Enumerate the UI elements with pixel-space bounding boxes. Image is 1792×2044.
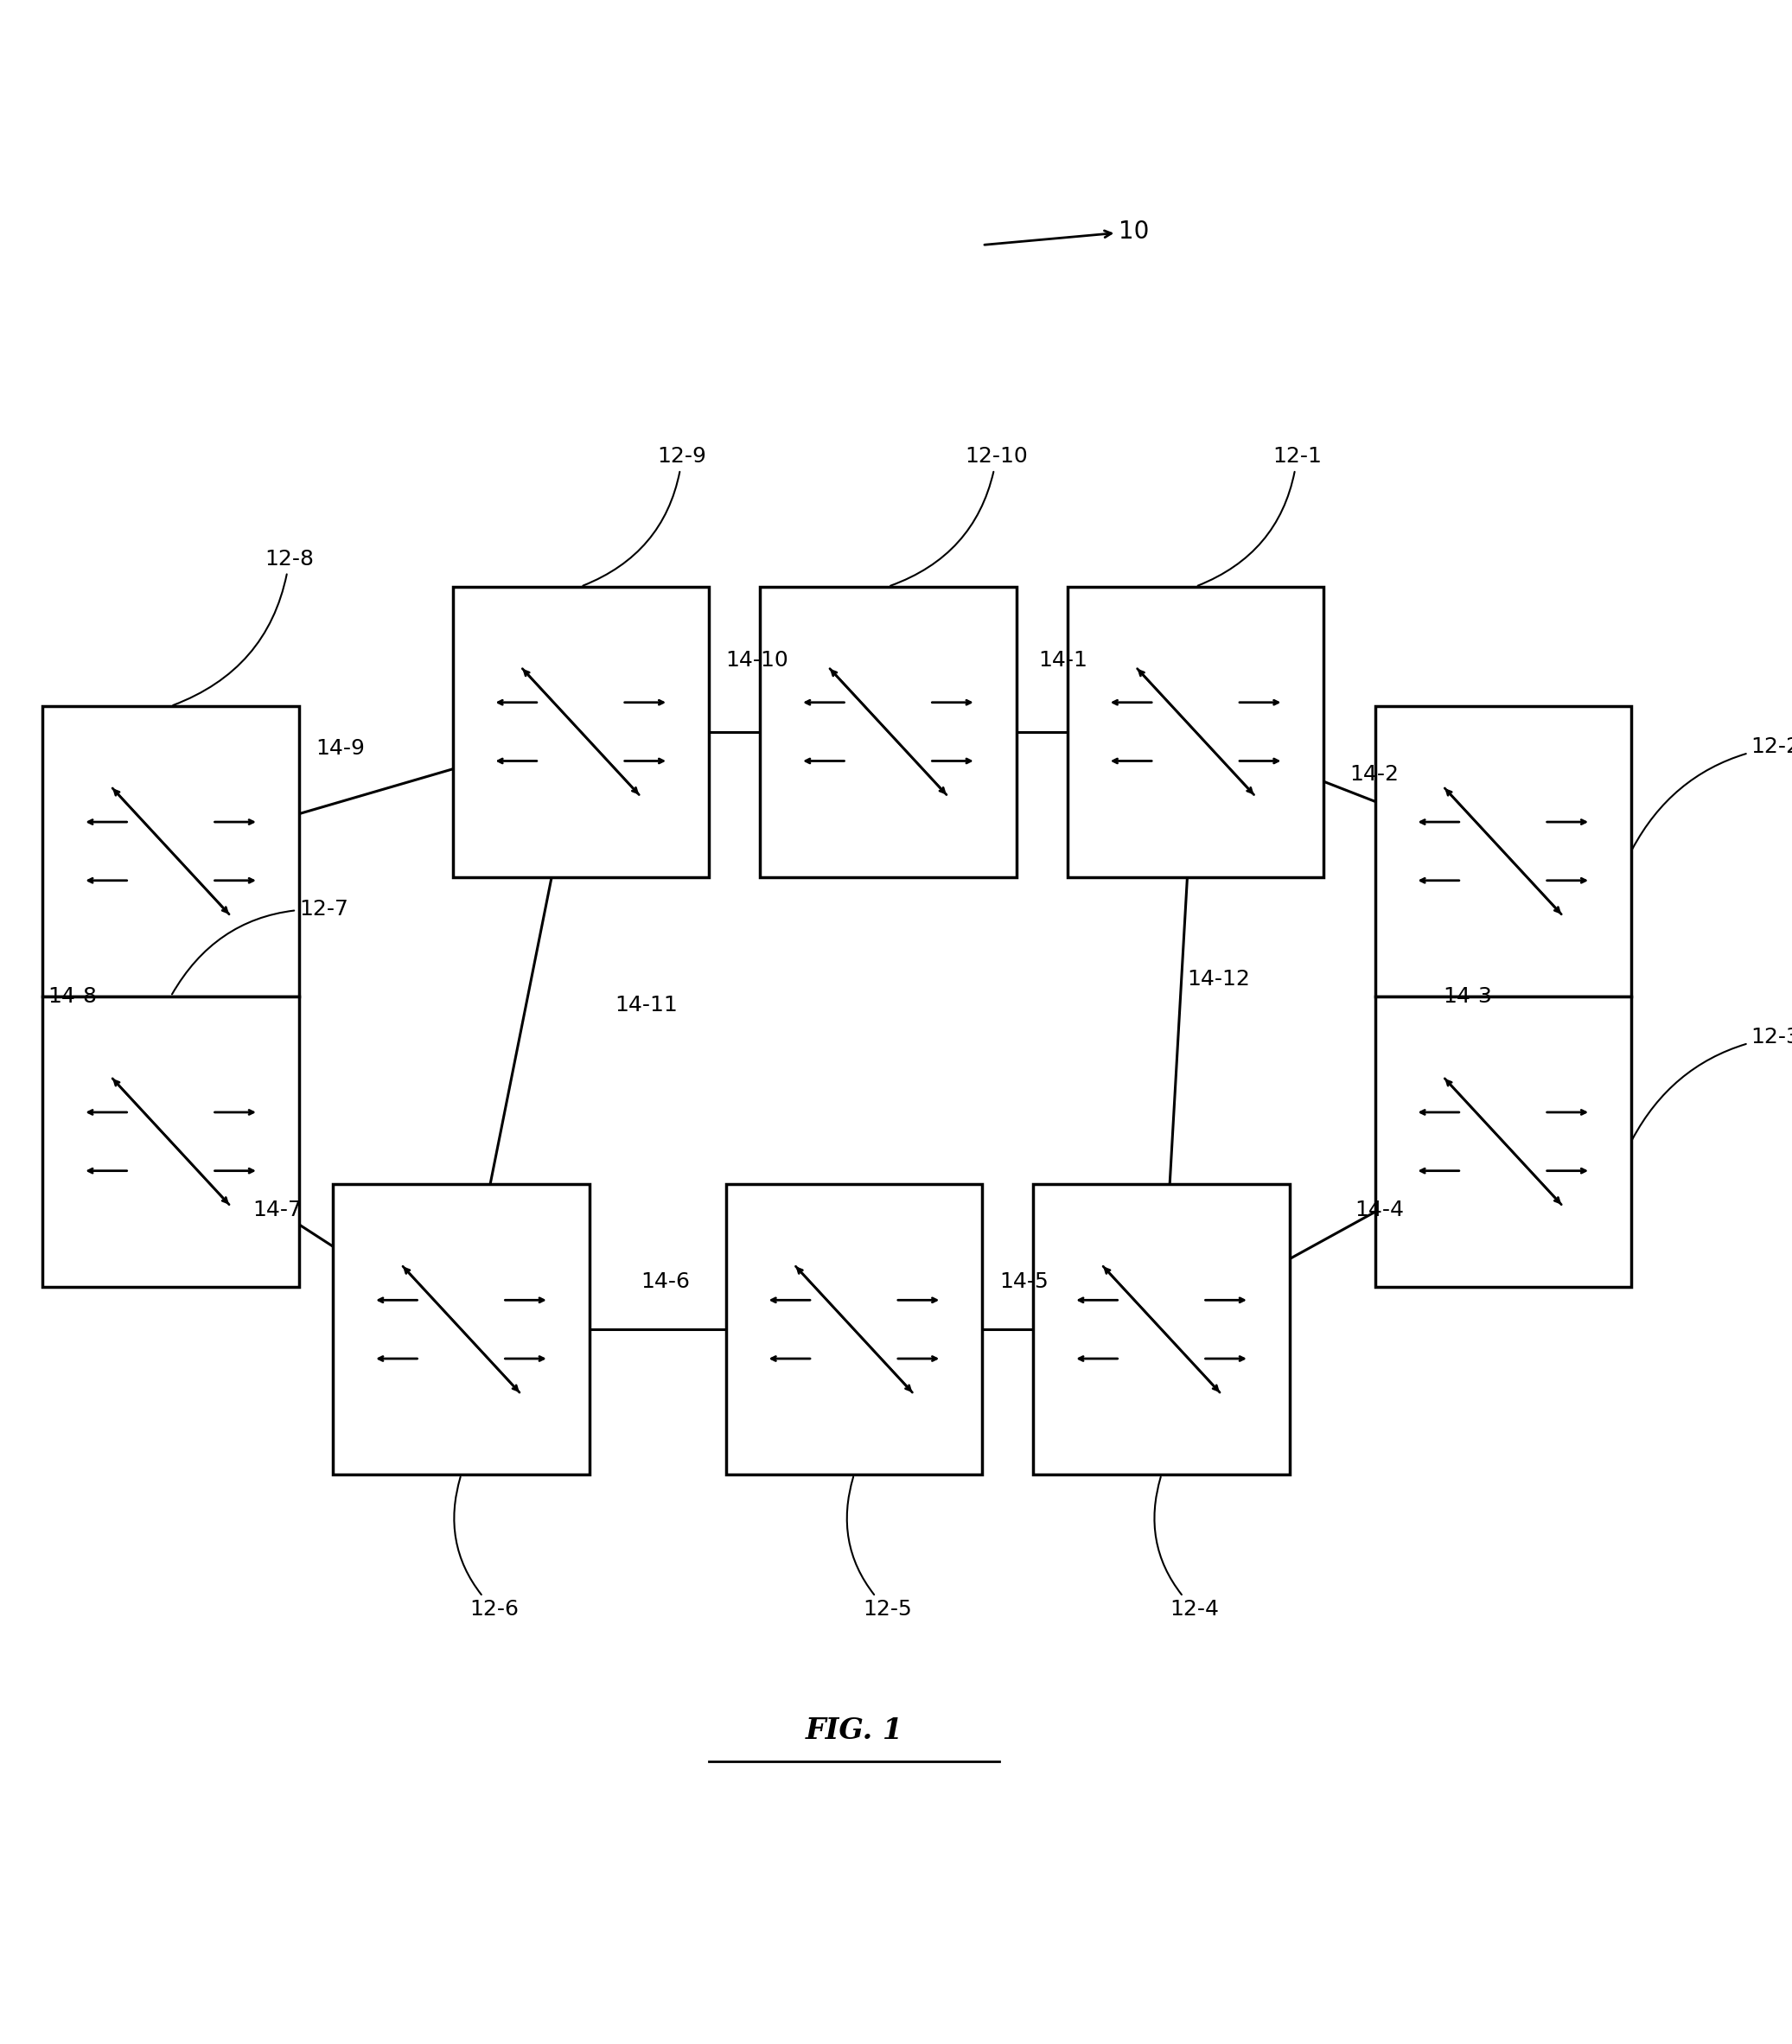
Text: 14-10: 14-10 [726, 650, 788, 670]
Bar [43, 995, 299, 1286]
Text: 12-7: 12-7 [172, 899, 348, 993]
Text: 14-6: 14-6 [640, 1271, 690, 1292]
Bar [333, 1183, 590, 1474]
Text: 12-10: 12-10 [891, 446, 1029, 587]
Text: FIG. 1: FIG. 1 [805, 1717, 903, 1746]
Text: 14-1: 14-1 [1039, 650, 1088, 670]
Text: 12-4: 12-4 [1154, 1478, 1219, 1619]
Bar [43, 705, 299, 995]
Bar [1374, 995, 1631, 1286]
Text: 10: 10 [984, 219, 1149, 245]
Text: 14-3: 14-3 [1443, 985, 1493, 1008]
Text: 12-2: 12-2 [1633, 736, 1792, 848]
Text: 14-11: 14-11 [615, 995, 677, 1016]
Text: 12-9: 12-9 [582, 446, 706, 587]
Text: 14-8: 14-8 [48, 985, 97, 1008]
Text: 12-3: 12-3 [1633, 1026, 1792, 1139]
Text: 14-5: 14-5 [1000, 1271, 1048, 1292]
Text: 12-6: 12-6 [453, 1478, 520, 1619]
Bar [1068, 587, 1324, 877]
Bar [1374, 705, 1631, 995]
Text: 14-7: 14-7 [253, 1200, 301, 1220]
Text: 14-2: 14-2 [1349, 764, 1398, 785]
Bar [1034, 1183, 1290, 1474]
Text: 12-8: 12-8 [174, 548, 314, 705]
Text: 12-5: 12-5 [848, 1478, 912, 1619]
Bar [760, 587, 1016, 877]
Text: 14-4: 14-4 [1355, 1200, 1403, 1220]
Text: 12-1: 12-1 [1197, 446, 1322, 587]
Bar [726, 1183, 982, 1474]
Text: 14-12: 14-12 [1186, 969, 1251, 989]
Bar [453, 587, 710, 877]
Text: 14-9: 14-9 [315, 738, 366, 758]
